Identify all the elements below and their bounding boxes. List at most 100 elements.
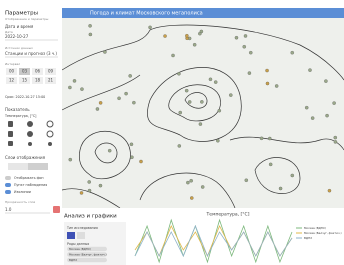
station[interactable] bbox=[148, 26, 151, 29]
station[interactable] bbox=[201, 185, 204, 188]
station[interactable] bbox=[260, 137, 263, 140]
tool-button[interactable] bbox=[77, 232, 85, 239]
toggle-group[interactable] bbox=[28, 163, 48, 170]
station[interactable] bbox=[244, 34, 247, 37]
label: Показатель bbox=[5, 107, 30, 112]
hour-label: 03 bbox=[22, 69, 28, 74]
station[interactable] bbox=[80, 191, 83, 194]
station[interactable] bbox=[88, 180, 91, 183]
station[interactable] bbox=[99, 101, 102, 104]
station[interactable] bbox=[334, 136, 337, 139]
station[interactable] bbox=[80, 88, 83, 91]
station[interactable] bbox=[124, 92, 127, 95]
station[interactable] bbox=[190, 179, 193, 182]
hour-label: 00 bbox=[9, 69, 15, 74]
station[interactable] bbox=[243, 45, 246, 48]
station[interactable] bbox=[163, 34, 166, 37]
station[interactable] bbox=[96, 107, 99, 110]
station[interactable] bbox=[328, 189, 331, 192]
chips: Москва (ВДНХ)Москва (Балчуг, фактич.)ВДН… bbox=[67, 247, 107, 262]
station[interactable] bbox=[103, 50, 106, 53]
time: Срок: 2022-10-27 15:00 bbox=[5, 95, 45, 99]
station[interactable] bbox=[214, 81, 217, 84]
station[interactable] bbox=[265, 69, 268, 72]
legend-label: Москва (Балчуг, фактич.) bbox=[304, 231, 342, 235]
station[interactable] bbox=[178, 144, 181, 147]
station[interactable] bbox=[185, 34, 188, 37]
chip-label: Москва (ВДНХ) bbox=[69, 247, 91, 251]
station[interactable] bbox=[129, 74, 132, 77]
station[interactable] bbox=[73, 79, 76, 82]
label: Дата и время bbox=[5, 24, 34, 29]
legend-label: Москва (ВДНХ) bbox=[304, 226, 326, 230]
station[interactable] bbox=[291, 51, 294, 54]
station[interactable] bbox=[108, 149, 111, 152]
station[interactable] bbox=[190, 196, 193, 199]
switch-label: Изолинии bbox=[14, 190, 31, 194]
label: Интервал bbox=[5, 62, 20, 66]
chip-label: Москва (Балчуг, фактич.) bbox=[69, 253, 107, 257]
param: Температура, [°C] bbox=[4, 114, 36, 118]
value: 1.0 bbox=[5, 207, 12, 212]
station[interactable] bbox=[198, 32, 201, 35]
sidebar-subtitle: Отображение и параметры bbox=[5, 17, 49, 21]
station[interactable] bbox=[218, 109, 221, 112]
hour-label: 21 bbox=[48, 78, 54, 83]
station[interactable] bbox=[279, 187, 282, 190]
chart-title: Температура, [°C] bbox=[206, 212, 250, 218]
station[interactable] bbox=[209, 78, 212, 81]
station[interactable] bbox=[311, 117, 314, 120]
hour-label: 15 bbox=[22, 78, 28, 83]
station[interactable] bbox=[130, 143, 133, 146]
station[interactable] bbox=[229, 94, 232, 97]
station[interactable] bbox=[334, 140, 337, 143]
station[interactable] bbox=[333, 102, 336, 105]
station[interactable] bbox=[245, 179, 248, 182]
station[interactable] bbox=[308, 69, 311, 72]
switch[interactable] bbox=[5, 183, 11, 187]
station[interactable] bbox=[188, 100, 191, 103]
label: Прозрачность слоя bbox=[5, 200, 35, 204]
station[interactable] bbox=[177, 72, 180, 75]
station[interactable] bbox=[89, 33, 92, 36]
station[interactable] bbox=[268, 137, 271, 140]
filter-button[interactable] bbox=[53, 206, 60, 213]
station[interactable] bbox=[185, 89, 188, 92]
switch[interactable] bbox=[5, 190, 11, 194]
station[interactable] bbox=[305, 106, 308, 109]
hour-label: 18 bbox=[35, 78, 41, 83]
station[interactable] bbox=[269, 163, 272, 166]
station[interactable] bbox=[325, 114, 328, 117]
station[interactable] bbox=[216, 139, 219, 142]
switch-label: Пункт наблюдения bbox=[14, 183, 47, 187]
switch[interactable] bbox=[5, 176, 11, 180]
station[interactable] bbox=[248, 72, 251, 75]
station[interactable] bbox=[171, 54, 174, 57]
select[interactable]: Станции и прогноз (3 ч.) bbox=[5, 51, 57, 56]
station[interactable] bbox=[117, 97, 120, 100]
station[interactable] bbox=[193, 43, 196, 46]
station[interactable] bbox=[199, 122, 202, 125]
station[interactable] bbox=[88, 24, 91, 27]
station[interactable] bbox=[69, 158, 72, 161]
label: Источник данных bbox=[5, 46, 33, 50]
tool-button[interactable] bbox=[67, 232, 75, 239]
station[interactable] bbox=[249, 51, 252, 54]
station[interactable] bbox=[275, 84, 278, 87]
station[interactable] bbox=[99, 184, 102, 187]
toggle-group[interactable] bbox=[8, 163, 28, 170]
station[interactable] bbox=[68, 86, 71, 89]
station[interactable] bbox=[200, 100, 203, 103]
station[interactable] bbox=[88, 189, 91, 192]
station[interactable] bbox=[186, 181, 189, 184]
station[interactable] bbox=[132, 101, 135, 104]
station[interactable] bbox=[266, 82, 269, 85]
station[interactable] bbox=[235, 36, 238, 39]
station[interactable] bbox=[324, 80, 327, 83]
station[interactable] bbox=[291, 174, 294, 177]
hour-label: 09 bbox=[48, 69, 54, 74]
panel-title: Анализ и графики bbox=[64, 214, 117, 220]
station[interactable] bbox=[130, 156, 133, 159]
station[interactable] bbox=[179, 111, 182, 114]
station[interactable] bbox=[139, 160, 142, 163]
